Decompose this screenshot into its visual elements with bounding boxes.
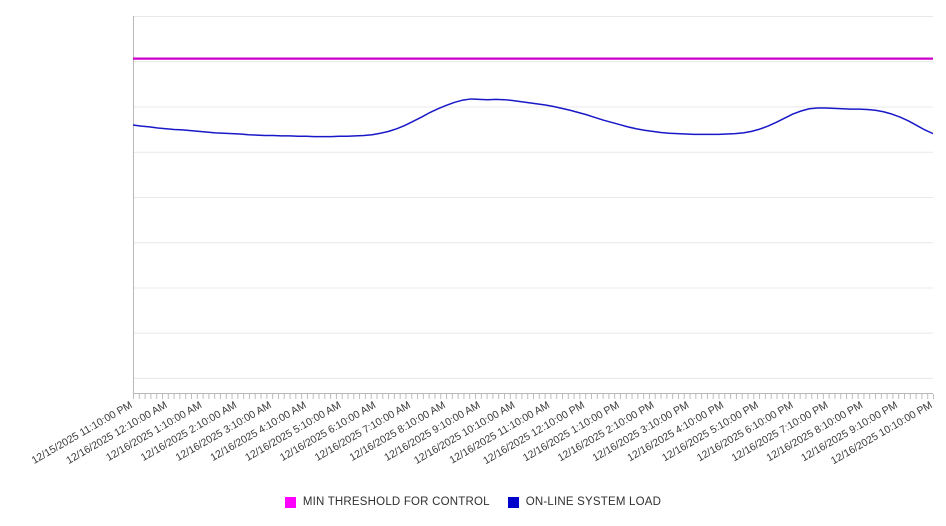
gridlines-group xyxy=(133,16,933,379)
legend-item-label: MIN THRESHOLD FOR CONTROL xyxy=(302,496,490,508)
legend-item-min-threshold[interactable]: MIN THRESHOLD FOR CONTROL xyxy=(284,496,490,508)
square-swatch-icon xyxy=(507,496,519,508)
legend-item-label: ON-LINE SYSTEM LOAD xyxy=(525,496,662,508)
x-axis-minor-ticks xyxy=(133,394,934,399)
legend-item-online-system-load[interactable]: ON-LINE SYSTEM LOAD xyxy=(507,496,662,508)
on-line-system-load-series-line xyxy=(132,98,934,138)
square-swatch-icon xyxy=(284,496,296,508)
chart-legend: MIN THRESHOLD FOR CONTROL ON-LINE SYSTEM… xyxy=(0,496,946,508)
axes-group xyxy=(133,16,933,394)
